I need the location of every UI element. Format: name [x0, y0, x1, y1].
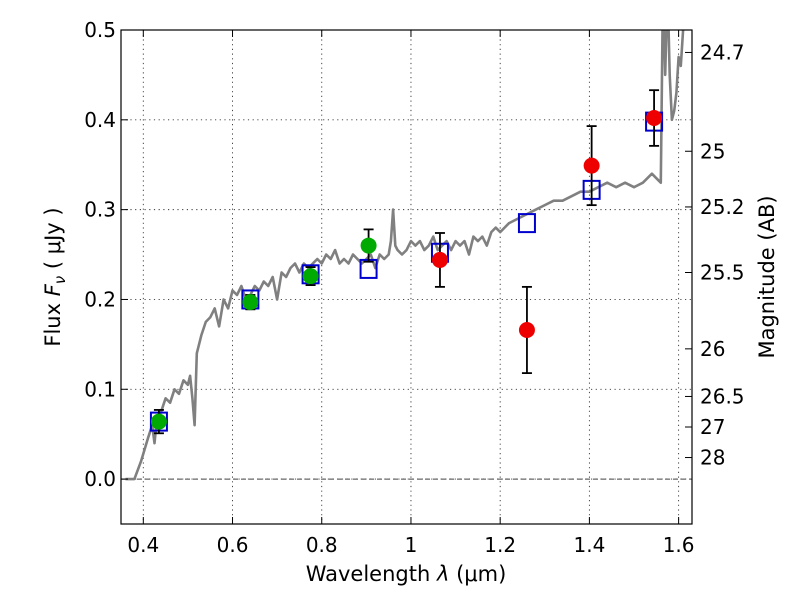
- y-tick-label: 0.4: [84, 108, 116, 132]
- x-tick-label: 1.4: [573, 533, 605, 557]
- magnitude-tick-label: 26.5: [700, 384, 745, 408]
- x-tick-label: 0.4: [127, 533, 159, 557]
- y-axis-label: Flux Fν ( μJy ): [41, 207, 69, 346]
- nir-data-point: [583, 157, 600, 174]
- y-tick-label: 0.5: [84, 18, 116, 42]
- y2-axis-label: Magnitude (AB): [755, 195, 779, 358]
- y-tick-label: 0.3: [84, 198, 116, 222]
- x-tick-label: 0.6: [217, 533, 249, 557]
- model-spectrum-line: [125, 30, 685, 481]
- nir-data-point: [431, 251, 448, 268]
- ticks-layer: 0.4 0.6 0.8 1 1.2 1.4 1.6 0.0 0.1 0.2 0.3 0.4 0.5 24.…: [84, 18, 744, 557]
- magnitude-tick-label: 25: [700, 139, 725, 163]
- optical-data-point: [360, 237, 377, 254]
- x-tick-label: 1.6: [663, 533, 695, 557]
- magnitude-tick-label: 25.2: [700, 195, 745, 219]
- model-photometry-square: [517, 213, 536, 234]
- optical-data-point: [302, 268, 319, 285]
- magnitude-tick-label: 28: [700, 446, 725, 470]
- nir-data-point: [518, 321, 535, 338]
- optical-data-point: [242, 294, 259, 311]
- magnitude-tick-label: 26: [700, 337, 725, 361]
- nir-data-point: [646, 110, 663, 127]
- plot-frame: [120, 29, 693, 525]
- magnitude-tick-label: 24.7: [700, 40, 745, 64]
- y-tick-label: 0.2: [84, 287, 116, 311]
- y-tick-label: 0.1: [84, 377, 116, 401]
- x-tick-label: 1: [405, 533, 418, 557]
- x-tick-label: 0.8: [306, 533, 338, 557]
- y-tick-label: 0.0: [84, 467, 116, 491]
- optical-data-point: [150, 413, 167, 430]
- x-tick-label: 1.2: [484, 533, 516, 557]
- series-layer: [125, 30, 685, 481]
- magnitude-tick-label: 25.5: [700, 261, 745, 285]
- magnitude-tick-label: 27: [700, 415, 725, 439]
- grid-layer: [121, 29, 692, 524]
- x-axis-label: Wavelength λ (μm): [306, 562, 507, 586]
